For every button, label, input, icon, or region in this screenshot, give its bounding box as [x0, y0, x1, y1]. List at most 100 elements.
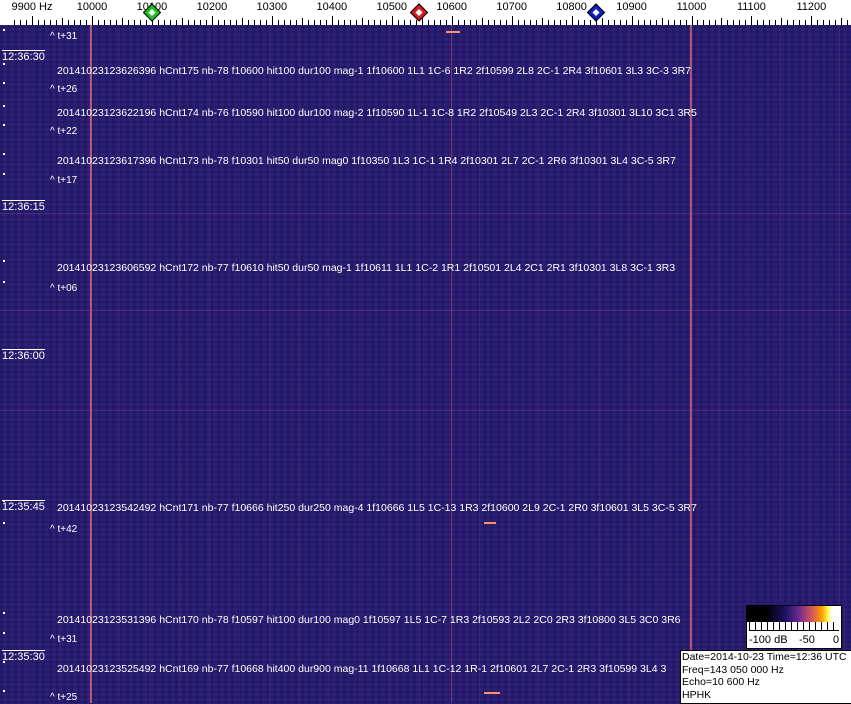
offset-label: ^ t+26 [50, 84, 78, 95]
axis-tick [637, 20, 639, 25]
axis-tick [643, 20, 645, 25]
axis-tick [571, 16, 573, 25]
axis-tick [595, 20, 597, 25]
echo-blob [484, 522, 496, 524]
axis-tick [391, 16, 393, 25]
axis-tick-label: 10400 [316, 1, 348, 13]
axis-tick [499, 20, 501, 25]
axis-tick [709, 20, 711, 25]
axis-tick [32, 16, 34, 25]
axis-tick [74, 20, 75, 25]
axis-tick [517, 20, 519, 25]
axis-tick [787, 20, 789, 25]
axis-tick [133, 20, 135, 25]
axis-tick [523, 20, 525, 25]
red-marker[interactable] [409, 3, 428, 22]
axis-tick [217, 20, 219, 25]
axis-tick [547, 20, 549, 25]
axis-tick [181, 18, 183, 25]
detection-line: 20141023123525492 hCnt169 nb-77 f10668 h… [57, 663, 667, 675]
axis-tick [277, 20, 279, 25]
row-tick-mark [3, 82, 5, 84]
axis-tick-label: 10500 [376, 1, 408, 13]
axis-tick-label: 11000 [676, 1, 707, 13]
axis-tick [751, 16, 753, 25]
axis-tick [265, 20, 267, 25]
axis-tick-label: 10900 [616, 1, 647, 13]
axis-tick [14, 20, 16, 25]
axis-tick [38, 20, 40, 25]
axis-tick [493, 20, 495, 25]
info-echo: Echo=10 600 Hz [682, 676, 760, 688]
colorbar-label-min: -100 dB [749, 634, 788, 646]
detection-line: 20141023123542492 hCnt171 nb-77 f10666 h… [57, 502, 697, 514]
axis-tick [349, 20, 351, 25]
axis-tick [799, 20, 801, 25]
axis-tick [115, 20, 117, 25]
axis-tick [589, 20, 591, 25]
offset-label: ^ t+22 [50, 126, 78, 137]
axis-tick [763, 20, 765, 25]
info-frequency: Freq=143 050 000 Hz [682, 663, 784, 676]
row-tick-mark [3, 522, 5, 524]
time-label: 12:35:30 [2, 650, 45, 663]
axis-tick [475, 20, 477, 25]
axis-tick [451, 16, 453, 25]
axis-tick [62, 18, 64, 25]
axis-tick [577, 20, 579, 25]
detection-line: 20141023123622196 hCnt174 nb-76 f10590 h… [57, 107, 697, 119]
axis-tick [163, 20, 165, 25]
offset-label: ^ t+25 [50, 692, 78, 703]
axis-tick [92, 16, 93, 25]
axis-tick-label: 11100 [736, 1, 766, 13]
axis-tick [127, 20, 129, 25]
axis-tick [86, 20, 87, 25]
axis-tick [649, 20, 651, 25]
axis-tick [385, 20, 387, 25]
colorbar-label-mid: -50 [799, 634, 815, 646]
signal-line [451, 25, 452, 703]
row-tick-mark [3, 690, 5, 692]
axis-unit-label: 9900 Hz [11, 1, 53, 13]
time-label: 12:36:15 [2, 200, 45, 213]
axis-tick [235, 20, 237, 25]
axis-tick [775, 20, 777, 25]
axis-tick [97, 20, 99, 25]
axis-tick [715, 20, 717, 25]
axis-tick [439, 20, 441, 25]
row-tick-mark [3, 260, 5, 262]
waterfall-spectrogram[interactable] [0, 25, 851, 703]
frequency-axis[interactable]: 9900 Hz 10000101001020010300104001050010… [0, 0, 851, 25]
time-label: 12:36:00 [2, 349, 45, 362]
axis-tick [313, 20, 315, 25]
axis-tick [697, 20, 699, 25]
detection-line: 20141023123606592 hCnt172 nb-77 f10610 h… [57, 262, 676, 274]
echo-blob [484, 692, 500, 694]
axis-tick [619, 20, 621, 25]
axis-tick [157, 20, 159, 25]
offset-label: ^ t+17 [50, 175, 78, 186]
axis-tick [187, 20, 189, 25]
horizontal-artifact [0, 310, 851, 311]
axis-tick [247, 20, 249, 25]
axis-tick [631, 16, 633, 25]
axis-tick [361, 18, 363, 25]
axis-tick [745, 20, 747, 25]
axis-tick [205, 20, 207, 25]
axis-tick [625, 20, 627, 25]
axis-tick [529, 20, 531, 25]
axis-tick [169, 20, 171, 25]
axis-tick [835, 20, 837, 25]
axis-tick [481, 18, 483, 25]
axis-tick [379, 20, 381, 25]
axis-tick [241, 18, 243, 25]
row-tick-mark [3, 661, 5, 663]
axis-tick [817, 20, 819, 25]
offset-label: ^ t+31 [50, 31, 78, 42]
axis-tick [703, 20, 705, 25]
axis-tick-label: 10000 [76, 1, 108, 13]
axis-tick [331, 16, 333, 25]
axis-tick [337, 20, 339, 25]
color-scale-bar: -100 dB -50 0 [746, 605, 842, 649]
axis-tick [145, 20, 147, 25]
